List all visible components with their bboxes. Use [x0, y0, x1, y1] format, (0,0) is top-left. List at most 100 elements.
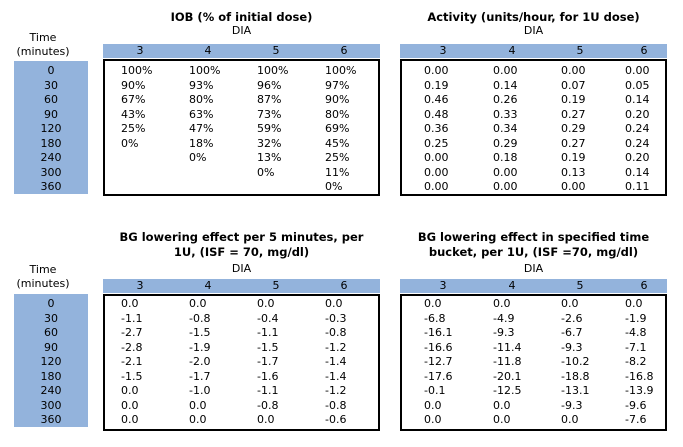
table-cell: 0.46 [424, 93, 449, 106]
table-cell: -20.1 [493, 370, 521, 383]
table-cell: -0.3 [325, 312, 346, 325]
table-cell: -4.9 [493, 312, 514, 325]
dia-label: DIA [103, 24, 380, 37]
table-cell: -1.2 [325, 384, 346, 397]
table-cell: -1.5 [257, 341, 278, 354]
table-cell: 0.0 [257, 297, 275, 310]
table-cell: 0.0 [561, 297, 579, 310]
table-cell: -12.7 [424, 355, 452, 368]
time-value: 90 [14, 108, 88, 121]
table-cell: 0.19 [561, 93, 586, 106]
table-cell: 0.24 [625, 122, 650, 135]
table-cell: 25% [325, 151, 349, 164]
dia-header-row: 3 4 5 6 [400, 279, 667, 293]
table-cell: -9.3 [561, 399, 582, 412]
table-cell: -0.6 [325, 413, 346, 426]
table-cell: -2.1 [121, 355, 142, 368]
table-cell: -13.1 [561, 384, 589, 397]
dia-header-cell: 6 [329, 44, 359, 58]
table-cell: 100% [257, 64, 288, 77]
table-cell: 0.0 [561, 413, 579, 426]
dia-header-cell: 3 [428, 44, 458, 58]
table-cell: 0.27 [561, 108, 586, 121]
table-cell: -11.8 [493, 355, 521, 368]
table-cell: 0.0 [325, 297, 343, 310]
table-cell: 100% [121, 64, 152, 77]
table-cell: 0% [121, 137, 138, 150]
table-cell: 63% [189, 108, 213, 121]
table-cell: 0.26 [493, 93, 518, 106]
table-cell: 0.00 [424, 180, 449, 193]
table-cell: 0.14 [625, 93, 650, 106]
time-value: 300 [14, 166, 88, 179]
table-cell: 45% [325, 137, 349, 150]
table-cell: -0.1 [424, 384, 445, 397]
table-cell: -18.8 [561, 370, 589, 383]
table-cell: 96% [257, 79, 281, 92]
table-cell: -2.7 [121, 326, 142, 339]
table-cell: 0.00 [561, 64, 586, 77]
table-cell: -0.8 [189, 312, 210, 325]
time-header-label: Time (minutes) [2, 263, 84, 291]
dia-header-cell: 3 [125, 44, 155, 58]
table-cell: -0.8 [325, 399, 346, 412]
table-cell: 0% [189, 151, 206, 164]
table-cell: -0.4 [257, 312, 278, 325]
table-cell: 13% [257, 151, 281, 164]
table-cell: 0.00 [424, 166, 449, 179]
time-header-label: Time (minutes) [2, 31, 84, 59]
table-cell: 0.36 [424, 122, 449, 135]
time-value: 180 [14, 137, 88, 150]
table-title: BG lowering effect per 5 minutes, per 1U,… [103, 230, 380, 260]
table-cell: 67% [121, 93, 145, 106]
dia-header-cell: 5 [565, 279, 595, 293]
time-value: 360 [14, 413, 88, 426]
table-cell: -16.8 [625, 370, 653, 383]
time-value: 120 [14, 355, 88, 368]
table-cell: -1.2 [325, 341, 346, 354]
table-cell: 0.0 [625, 297, 643, 310]
dia-header-cell: 4 [193, 44, 223, 58]
table-cell: 80% [189, 93, 213, 106]
table-cell: 0.0 [121, 413, 139, 426]
table-cell: -10.2 [561, 355, 589, 368]
dia-header-cell: 4 [193, 279, 223, 293]
time-value: 90 [14, 341, 88, 354]
table-cell: -16.1 [424, 326, 452, 339]
table-cell: 0% [257, 166, 274, 179]
time-value: 30 [14, 79, 88, 92]
table-cell: 0.48 [424, 108, 449, 121]
dia-header-cell: 5 [261, 44, 291, 58]
table-cell: 90% [325, 93, 349, 106]
dia-header-cell: 5 [261, 279, 291, 293]
table-cell: -1.9 [625, 312, 646, 325]
table-title: Activity (units/hour, for 1U dose) [400, 10, 667, 25]
table-cell: 0.19 [424, 79, 449, 92]
table-cell: 0.33 [493, 108, 518, 121]
dia-header-row: 3 4 5 6 [400, 44, 667, 58]
time-value: 240 [14, 384, 88, 397]
table-cell: -0.8 [257, 399, 278, 412]
table-cell: -9.3 [561, 341, 582, 354]
time-column: 0 30 60 90 120 180 240 300 360 [14, 294, 88, 427]
table-cell: 0.00 [424, 64, 449, 77]
table-cell: 0.0 [189, 413, 207, 426]
table-cell: 11% [325, 166, 349, 179]
table-cell: -2.0 [189, 355, 210, 368]
time-value: 60 [14, 326, 88, 339]
table-cell: -1.7 [257, 355, 278, 368]
dia-header-cell: 4 [497, 44, 527, 58]
table-cell: 0.0 [424, 413, 442, 426]
table-cell: 18% [189, 137, 213, 150]
table-cell: -9.3 [493, 326, 514, 339]
table-cell: 0.18 [493, 151, 518, 164]
table-cell: 0.20 [625, 151, 650, 164]
table-cell: 0.24 [625, 137, 650, 150]
table-cell: -1.4 [325, 370, 346, 383]
table-cell: -1.1 [121, 312, 142, 325]
table-cell: 0.0 [257, 413, 275, 426]
time-value: 240 [14, 151, 88, 164]
table-cell: 32% [257, 137, 281, 150]
table-cell: 0.0 [189, 297, 207, 310]
table-cell: 0.0 [424, 297, 442, 310]
